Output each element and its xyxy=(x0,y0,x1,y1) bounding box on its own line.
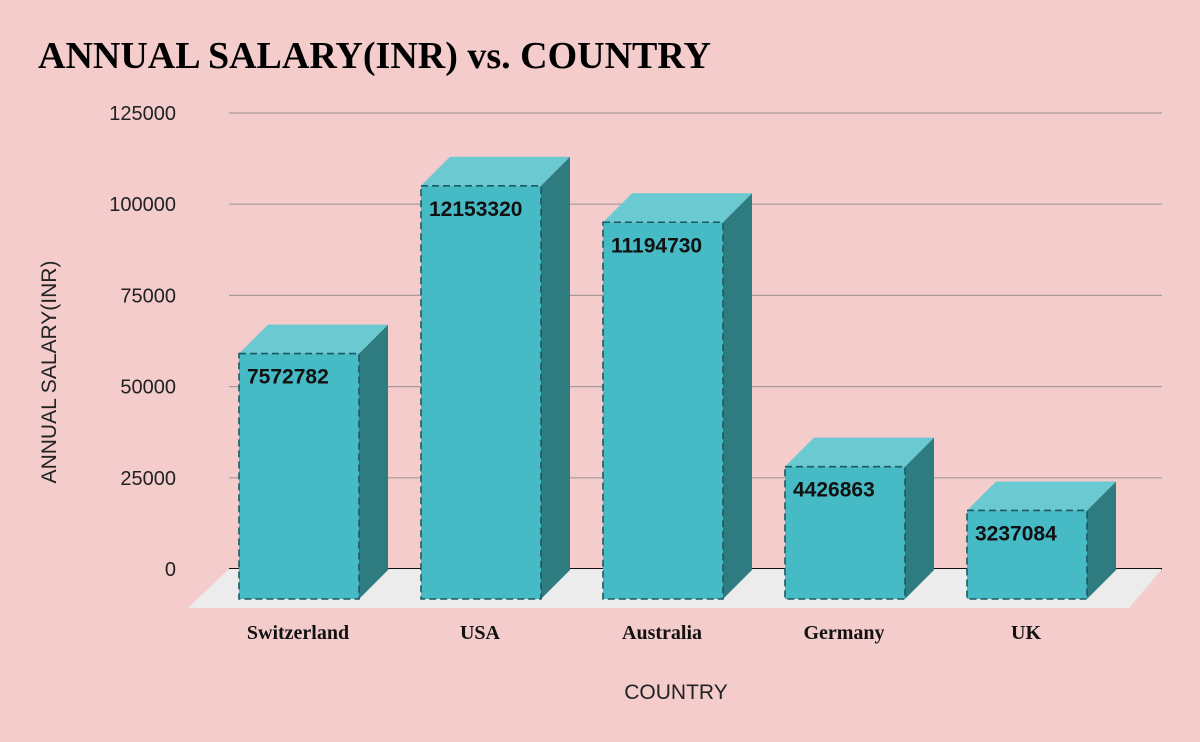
bar-top xyxy=(603,193,752,223)
data-label: 4426863 xyxy=(793,479,875,502)
bar-top xyxy=(967,481,1116,511)
bar-side xyxy=(541,156,570,599)
x-axis-ticks: Switzerland USA Australia Germany UK xyxy=(247,622,1042,644)
x-tick-label: Germany xyxy=(803,622,884,644)
y-tick-label: 125000 xyxy=(109,103,176,125)
y-tick-label: 0 xyxy=(165,559,176,581)
bar-front xyxy=(966,509,1088,600)
x-tick-label: UK xyxy=(1011,622,1041,644)
chart-title: ANNUAL SALARY(INR) vs. COUNTRY xyxy=(38,35,711,77)
data-label: 7572782 xyxy=(247,366,329,389)
x-tick-label: USA xyxy=(460,622,501,644)
y-axis-ticks: 0 25000 50000 75000 100000 125000 xyxy=(109,103,176,581)
bar-front xyxy=(784,465,906,600)
y-tick-label: 50000 xyxy=(120,377,176,399)
data-label: 12153320 xyxy=(429,198,522,221)
bar-side xyxy=(1087,481,1116,599)
bar-side xyxy=(905,437,934,599)
bar-top xyxy=(785,437,934,467)
bar-front xyxy=(420,184,542,600)
bar-switzerland: 7572782 xyxy=(238,324,388,600)
bar-top xyxy=(239,324,388,354)
data-label: 11194730 xyxy=(611,234,702,257)
x-tick-label: Switzerland xyxy=(247,622,349,644)
bars: 7572782 12153320 11194730 4426863 3237084 xyxy=(238,156,1116,600)
bar-uk: 3237084 xyxy=(966,481,1116,600)
x-axis-label: COUNTRY xyxy=(624,681,727,704)
y-axis-label: ANNUAL SALARY(INR) xyxy=(38,261,61,484)
bar-front xyxy=(238,352,360,600)
bar-germany: 4426863 xyxy=(784,437,934,600)
bar-australia: 11194730 xyxy=(602,193,752,600)
y-tick-label: 100000 xyxy=(109,194,176,216)
x-tick-label: Australia xyxy=(622,622,702,644)
y-tick-label: 25000 xyxy=(120,468,176,490)
bar-side xyxy=(723,193,752,600)
data-label: 3237084 xyxy=(975,522,1057,545)
bar-usa: 12153320 xyxy=(420,156,570,600)
bar-front xyxy=(602,221,724,600)
bar-side xyxy=(359,324,388,599)
bar-top xyxy=(421,156,570,186)
y-tick-label: 75000 xyxy=(120,285,176,307)
